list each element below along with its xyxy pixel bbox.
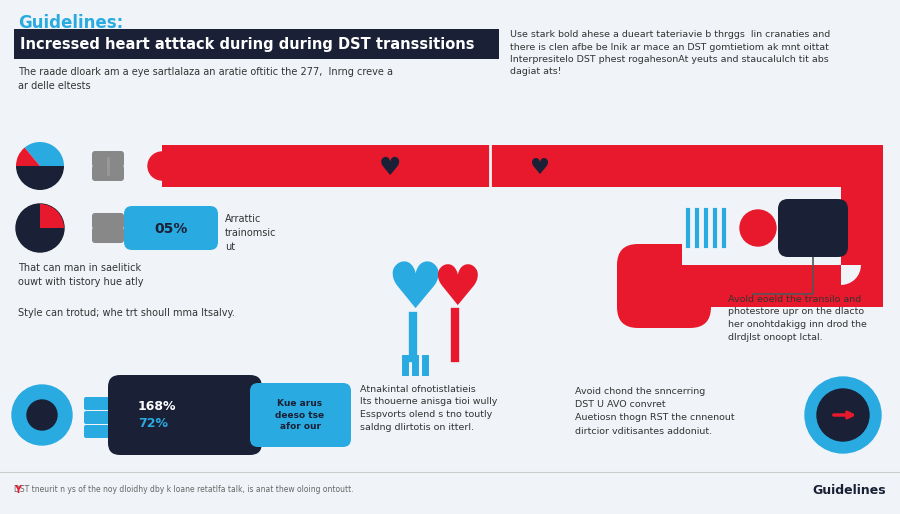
Text: ♥: ♥ bbox=[432, 263, 482, 317]
Circle shape bbox=[148, 152, 176, 180]
Text: 72%: 72% bbox=[138, 417, 168, 430]
FancyBboxPatch shape bbox=[250, 383, 351, 447]
FancyBboxPatch shape bbox=[617, 244, 711, 328]
Circle shape bbox=[817, 389, 869, 441]
Text: Avold eoeld the transilo and
photestore upr on the dlacto
her onohtdakigg inn dr: Avold eoeld the transilo and photestore … bbox=[728, 295, 867, 341]
Text: Style can trotud; whe trt shoulI mma Itsalvy.: Style can trotud; whe trt shoulI mma Its… bbox=[18, 308, 235, 318]
Circle shape bbox=[740, 210, 776, 246]
FancyBboxPatch shape bbox=[841, 145, 883, 265]
Circle shape bbox=[12, 385, 72, 445]
FancyBboxPatch shape bbox=[682, 187, 841, 265]
Text: Use stark bold ahese a dueart tateriavie b thrggs  lin cranaties and
there is cl: Use stark bold ahese a dueart tateriavie… bbox=[510, 30, 830, 77]
FancyBboxPatch shape bbox=[124, 206, 218, 250]
Text: Guidelines: Guidelines bbox=[813, 484, 886, 497]
Text: Arrattic
trainomsic
ut: Arrattic trainomsic ut bbox=[225, 214, 276, 252]
Wedge shape bbox=[16, 166, 64, 190]
FancyBboxPatch shape bbox=[92, 213, 124, 229]
Text: Avoid chond the snncerring
DST U AVO convret
Auetiosn thogn RST the cnnenout
dir: Avoid chond the snncerring DST U AVO con… bbox=[575, 387, 734, 435]
FancyBboxPatch shape bbox=[92, 165, 124, 181]
Text: DST tneurit n ys of the noy dloidhy dby k loane retatlfa talk, is anat thew oloi: DST tneurit n ys of the noy dloidhy dby … bbox=[14, 486, 354, 494]
Text: 05%: 05% bbox=[154, 222, 188, 236]
FancyBboxPatch shape bbox=[84, 425, 110, 438]
Text: The raade dloark am a eye sartlalaza an aratie oftitic the 277,  lnrng creve a
a: The raade dloark am a eye sartlalaza an … bbox=[18, 67, 393, 91]
Text: Atnakintal ofnotistlatieis
Its thouerne anisga tioi wully
Esspvorts olend s tno : Atnakintal ofnotistlatieis Its thouerne … bbox=[360, 385, 498, 431]
Wedge shape bbox=[16, 148, 40, 166]
Text: Guidelines:: Guidelines: bbox=[18, 14, 123, 32]
Text: 168%: 168% bbox=[138, 400, 176, 413]
FancyBboxPatch shape bbox=[162, 145, 862, 187]
Text: Y: Y bbox=[14, 485, 21, 495]
Circle shape bbox=[16, 204, 64, 252]
FancyBboxPatch shape bbox=[778, 199, 848, 257]
Circle shape bbox=[805, 377, 881, 453]
Circle shape bbox=[27, 400, 57, 430]
FancyBboxPatch shape bbox=[92, 227, 124, 243]
Text: ♥: ♥ bbox=[386, 259, 444, 321]
FancyBboxPatch shape bbox=[92, 151, 124, 167]
FancyBboxPatch shape bbox=[84, 411, 110, 424]
Circle shape bbox=[152, 156, 172, 176]
FancyBboxPatch shape bbox=[640, 265, 883, 307]
Wedge shape bbox=[841, 265, 862, 286]
Text: ♥: ♥ bbox=[379, 156, 401, 180]
Text: That can man in saelitick
ouwt with tistory hue atly: That can man in saelitick ouwt with tist… bbox=[18, 263, 143, 287]
Wedge shape bbox=[841, 265, 861, 285]
Text: Incressed heart atttack during during DST transsitions: Incressed heart atttack during during DS… bbox=[20, 36, 474, 51]
Wedge shape bbox=[24, 142, 64, 166]
Text: Kue arus
deeso tse
afor our: Kue arus deeso tse afor our bbox=[275, 399, 325, 431]
FancyBboxPatch shape bbox=[84, 397, 110, 410]
Text: ♥: ♥ bbox=[530, 158, 550, 178]
FancyBboxPatch shape bbox=[14, 29, 499, 59]
FancyBboxPatch shape bbox=[108, 375, 262, 455]
Wedge shape bbox=[40, 204, 64, 228]
